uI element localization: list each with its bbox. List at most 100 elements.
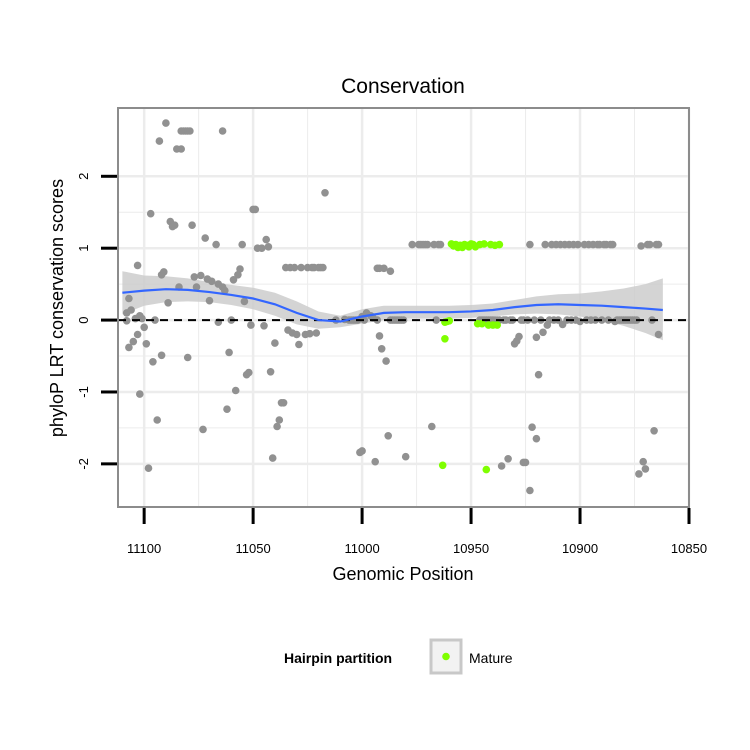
point xyxy=(275,416,284,424)
mature-point xyxy=(441,335,449,343)
point xyxy=(221,286,229,295)
point xyxy=(292,330,301,339)
point xyxy=(151,316,159,324)
x-tick-label: 11050 xyxy=(236,541,271,556)
y-tick-label: 2 xyxy=(76,173,91,180)
point xyxy=(273,422,281,431)
confidence-band xyxy=(122,271,663,341)
point xyxy=(608,240,617,249)
point xyxy=(375,332,384,340)
point xyxy=(234,271,242,279)
chart-title: Conservation xyxy=(341,75,465,98)
point xyxy=(186,127,194,135)
mature-point xyxy=(480,240,488,248)
point xyxy=(157,351,166,360)
point xyxy=(229,276,238,284)
legend-key-mature-icon xyxy=(442,652,450,661)
point xyxy=(528,423,536,432)
point xyxy=(319,263,327,272)
y-tick-label: 0 xyxy=(76,316,91,323)
point xyxy=(218,127,227,135)
y-axis: -2 -1 0 1 2 xyxy=(76,173,117,470)
point xyxy=(654,240,663,249)
mature-point xyxy=(495,240,504,249)
point xyxy=(240,297,249,306)
point xyxy=(401,452,410,461)
point xyxy=(295,340,303,349)
point xyxy=(306,329,314,338)
point xyxy=(136,390,144,398)
y-tick-label: -1 xyxy=(76,386,91,398)
point xyxy=(122,317,131,325)
legend-label-mature: Mature xyxy=(469,650,513,666)
point xyxy=(192,283,201,291)
point xyxy=(646,240,654,249)
mature-point xyxy=(493,321,502,329)
x-tick-label: 10900 xyxy=(562,541,598,556)
point xyxy=(515,332,523,341)
mature-point xyxy=(445,317,454,325)
point xyxy=(251,205,260,214)
point xyxy=(164,299,172,307)
mature-point xyxy=(478,319,486,328)
point xyxy=(408,240,417,249)
point xyxy=(504,455,512,463)
point xyxy=(153,416,161,424)
point xyxy=(532,333,541,342)
point xyxy=(205,296,214,305)
point xyxy=(574,240,582,249)
point xyxy=(170,221,179,229)
point xyxy=(428,422,436,431)
x-tick-label: 11100 xyxy=(127,541,161,556)
point xyxy=(436,240,445,249)
point xyxy=(654,330,663,339)
point xyxy=(312,329,321,337)
panel-border xyxy=(117,107,690,508)
legend-title: Hairpin partition xyxy=(284,650,392,666)
point xyxy=(360,316,369,324)
point xyxy=(635,470,643,478)
point xyxy=(268,454,277,462)
point xyxy=(497,462,506,470)
point xyxy=(539,328,547,337)
point xyxy=(188,221,196,229)
point xyxy=(650,427,658,435)
y-axis-title: phyloP LRT conservation scores xyxy=(47,179,67,437)
point xyxy=(526,486,534,495)
point xyxy=(247,321,255,329)
point xyxy=(125,343,133,352)
point xyxy=(225,348,233,357)
point xyxy=(266,368,275,376)
point xyxy=(162,119,170,127)
y-tick-label: 1 xyxy=(76,245,91,252)
point xyxy=(262,235,271,244)
point xyxy=(155,137,164,145)
point xyxy=(526,240,534,249)
point xyxy=(386,267,395,276)
point xyxy=(207,277,216,286)
point xyxy=(129,337,138,346)
point xyxy=(201,234,209,242)
point xyxy=(125,294,133,303)
points xyxy=(122,119,663,495)
point xyxy=(231,386,240,395)
point xyxy=(297,263,305,272)
point xyxy=(199,425,207,434)
point xyxy=(534,370,543,379)
point xyxy=(380,264,388,273)
point xyxy=(140,323,148,332)
x-tick-label: 10850 xyxy=(671,541,707,556)
point xyxy=(223,405,231,414)
y-tick-label: -2 xyxy=(76,458,91,470)
point xyxy=(142,340,151,348)
x-tick-label: 10950 xyxy=(453,541,489,556)
point xyxy=(190,273,199,281)
x-axis: 11100 11050 11000 10950 10900 10850 xyxy=(127,508,707,556)
point xyxy=(432,316,441,324)
smooth-line xyxy=(122,288,663,323)
point xyxy=(138,314,146,323)
point xyxy=(637,242,645,250)
smooth-fit-line xyxy=(122,288,663,323)
point xyxy=(177,145,185,153)
